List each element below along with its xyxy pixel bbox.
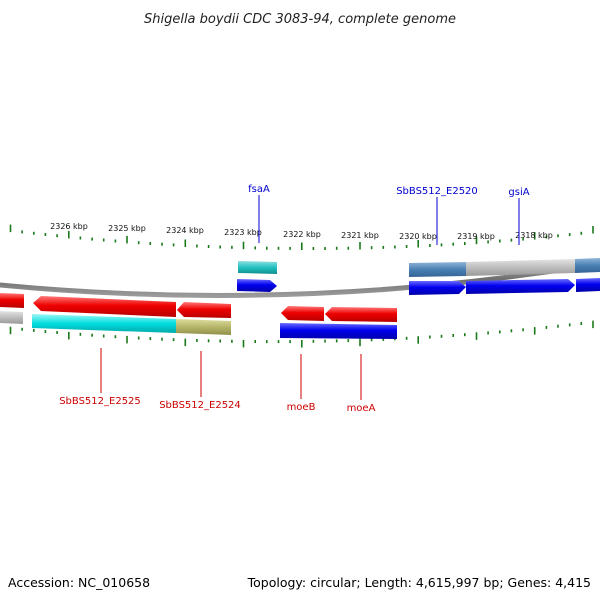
moeB-label[interactable]: moeB [287,402,316,413]
tick-label: 2326 kbp [50,222,88,231]
SbBS512-E2520-feature[interactable] [409,262,466,277]
tick-label: 2319 kbp [457,232,495,241]
SbBS512-E2520-label[interactable]: SbBS512_E2520 [396,186,478,197]
reverse-feature-track[interactable] [0,311,397,339]
moe-feature-bar[interactable] [280,323,397,339]
position-scale: 2326 kbp 2325 kbp 2324 kbp 2323 kbp 2322… [50,222,553,241]
SbBS512-E2525-label[interactable]: SbBS512_E2525 [59,396,141,407]
SbBS512-E2525-cds-arrow[interactable] [33,296,176,317]
tick-label: 2323 kbp [224,228,262,237]
previous-feature[interactable] [0,311,23,324]
next-cds-arrow[interactable] [576,278,600,292]
forward-cds-track[interactable] [237,278,600,295]
forward-feature-track[interactable] [238,258,600,277]
tick-label: 2321 kbp [341,231,379,240]
moeB-cds-arrow[interactable] [281,306,324,321]
tick-label: 2320 kbp [399,232,437,241]
SbBS512-E2524-cds-arrow[interactable] [177,302,231,318]
gene-labels-bottom: SbBS512_E2525 SbBS512_E2524 moeB moeA [59,348,376,414]
genome-summary-text: Topology: circular; Length: 4,615,997 bp… [247,575,591,590]
gene-labels-top: fsaA SbBS512_E2520 gsiA [248,184,530,245]
reverse-cds-track[interactable] [0,293,397,322]
previous-cds-arrow[interactable] [0,293,24,308]
gsiA-label[interactable]: gsiA [508,187,529,198]
tick-label: 2322 kbp [283,230,321,239]
tick-label: 2325 kbp [108,224,146,233]
gsiA-feature[interactable] [466,259,575,276]
tick-rings [9,224,594,348]
SbBS512-E2520-cds-arrow[interactable] [409,281,466,295]
accession-text: Accession: NC_010658 [8,575,151,590]
moeA-label[interactable]: moeA [347,403,376,414]
tick-label: 2318 kbp [515,231,553,240]
SbBS512-E2524-feature[interactable] [176,319,231,335]
moeA-cds-arrow[interactable] [325,307,397,322]
fsaA-cds-arrow[interactable] [237,279,277,292]
map-title: Shigella boydii CDC 3083-94, complete ge… [144,12,456,27]
fsaA-feature[interactable] [238,261,277,274]
SbBS512-E2524-label[interactable]: SbBS512_E2524 [159,400,241,411]
fsaA-label[interactable]: fsaA [248,184,270,195]
tick-label: 2324 kbp [166,226,204,235]
next-feature[interactable] [575,258,600,273]
SbBS512-E2525-feature[interactable] [32,314,176,333]
gsiA-cds-arrow[interactable] [466,279,575,294]
genome-backbone [0,261,600,298]
